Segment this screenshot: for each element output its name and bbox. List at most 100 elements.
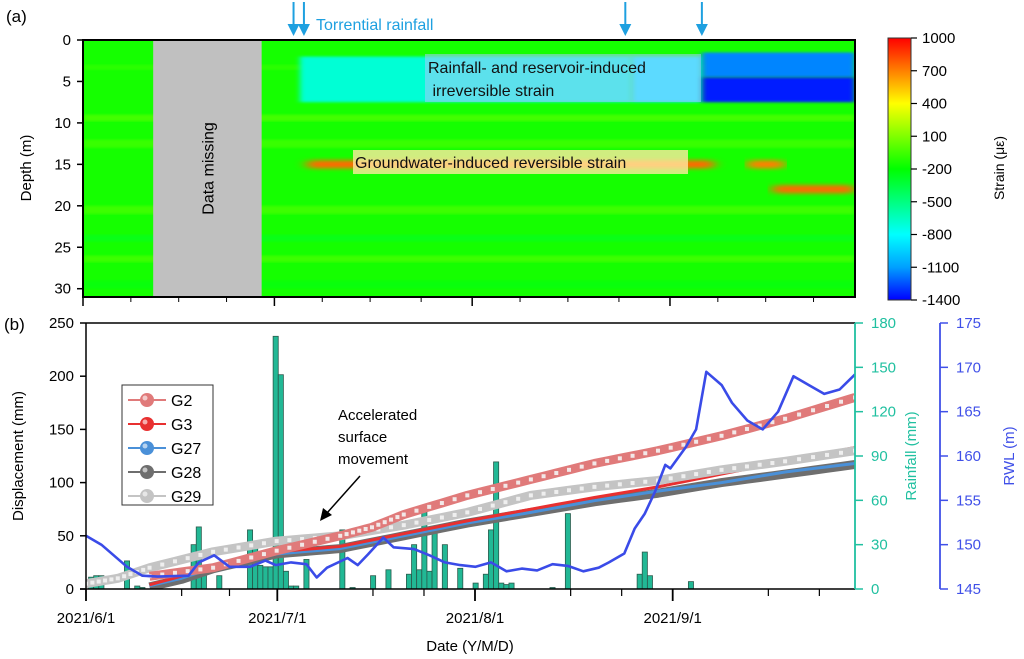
rainfall-axis-label: Rainfall (mm) [903, 411, 920, 500]
series-marker [811, 408, 816, 413]
series-marker [490, 503, 495, 508]
series-marker [274, 539, 279, 544]
series-marker [172, 559, 177, 564]
series-marker [770, 420, 775, 425]
colorbar-ticks: 1000 700 400 100 -200 -500 -800 -1100 -1400 [911, 30, 960, 309]
series-marker [115, 576, 120, 581]
rainfall-tick-label: 60 [871, 492, 888, 509]
series-marker [554, 489, 559, 494]
series-marker [287, 538, 292, 543]
rwl-tick-label: 155 [956, 492, 981, 509]
series-marker [643, 479, 648, 484]
series-marker [719, 433, 724, 438]
series-marker [369, 525, 374, 530]
rainfall-bar [216, 575, 223, 589]
series-marker [147, 565, 152, 570]
series-marker [350, 530, 355, 535]
displacement-tick-label: 0 [66, 581, 74, 598]
series-marker [825, 452, 830, 457]
series-marker [172, 570, 177, 575]
series-marker [797, 457, 802, 462]
series-marker [223, 547, 228, 552]
series-marker [783, 459, 788, 464]
series-marker [567, 488, 572, 493]
colorbar-tick-label: -1400 [922, 292, 960, 309]
annotation-reversible-box [353, 150, 688, 174]
panel-a-label: (a) [6, 7, 27, 26]
series-marker [839, 399, 844, 404]
series-marker [198, 552, 203, 557]
series-marker [439, 515, 444, 520]
rainfall-tick-label: 0 [871, 581, 879, 598]
heatmap-region-shallow-band-late-lower [701, 77, 855, 103]
rainfall-bar [385, 569, 392, 589]
series-marker [465, 510, 470, 515]
series-marker [732, 466, 737, 471]
rainfall-bar [303, 559, 310, 589]
series-marker [401, 512, 406, 517]
series-marker [503, 500, 508, 505]
series-marker [668, 445, 673, 450]
rwl-tick-label: 160 [956, 448, 981, 465]
series-marker [261, 552, 266, 557]
series-marker [732, 430, 737, 435]
rainfall-bar [406, 573, 412, 589]
legend-marker-highlight [142, 419, 148, 425]
down-arrow-head-icon [297, 24, 310, 36]
series-marker [300, 536, 305, 541]
annotation-accelerated: Accelerated surface movement [320, 407, 417, 521]
series-marker [236, 558, 241, 563]
colorbar-label: Strain (με) [991, 136, 1007, 200]
rainfall-bar [488, 529, 494, 589]
depth-tick-label: 30 [54, 281, 71, 298]
legend: G2 G3 G27 G28 G29 [121, 384, 214, 506]
series-marker [541, 491, 546, 496]
series-marker [357, 528, 362, 533]
series-marker [630, 453, 635, 458]
annotation-accelerated-arrow [326, 475, 361, 514]
legend-label-g2: G2 [171, 393, 192, 410]
series-marker [643, 451, 648, 456]
series-marker [592, 461, 597, 466]
series-marker [122, 574, 127, 579]
colorbar-tick-label: -500 [922, 194, 952, 211]
colorbar-tick-label: 400 [922, 96, 947, 113]
legend-label-g29: G29 [171, 489, 201, 506]
series-marker [825, 403, 830, 408]
colorbar-tick-label: -800 [922, 227, 952, 244]
date-tick-label: 2021/8/1 [446, 610, 504, 627]
displacement-tick-label: 150 [49, 421, 74, 438]
series-marker [344, 532, 349, 537]
series-marker [312, 539, 317, 544]
colorbar: 1000 700 400 100 -200 -500 -800 -1100 -1400 Stra… [887, 30, 1007, 309]
missing-data-region [153, 41, 262, 296]
series-marker [839, 450, 844, 455]
depth-tick-label: 5 [63, 73, 71, 90]
rainfall-bar [257, 564, 264, 589]
rainfall-bar [564, 513, 571, 589]
series-marker [427, 504, 432, 509]
date-axis-label: Date (Y/M/D) [426, 638, 514, 655]
series-marker [109, 577, 114, 582]
displacement-tick-label: 200 [49, 368, 74, 385]
series-marker [382, 520, 387, 525]
series-marker [90, 580, 95, 585]
rwl-tick-label: 170 [956, 359, 981, 376]
annotation-irreversible-box [425, 54, 701, 102]
series-marker [465, 493, 470, 498]
annotation-irreversible-line1: Rainfall- and reservoir-induced [428, 60, 646, 77]
series-marker [287, 545, 292, 550]
heatmap-x-axis [82, 297, 815, 306]
depth-tick-label: 10 [54, 115, 71, 132]
series-marker [478, 490, 483, 495]
down-arrow-head-icon [619, 24, 632, 36]
series-marker [103, 578, 108, 583]
series-marker [681, 474, 686, 479]
series-marker [554, 471, 559, 476]
series-marker [706, 436, 711, 441]
series-marker [630, 481, 635, 486]
depth-axis-label: Depth (m) [18, 135, 35, 202]
legend-label-g28: G28 [171, 465, 201, 482]
